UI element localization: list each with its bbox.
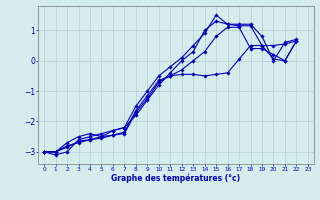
X-axis label: Graphe des températures (°c): Graphe des températures (°c) bbox=[111, 173, 241, 183]
